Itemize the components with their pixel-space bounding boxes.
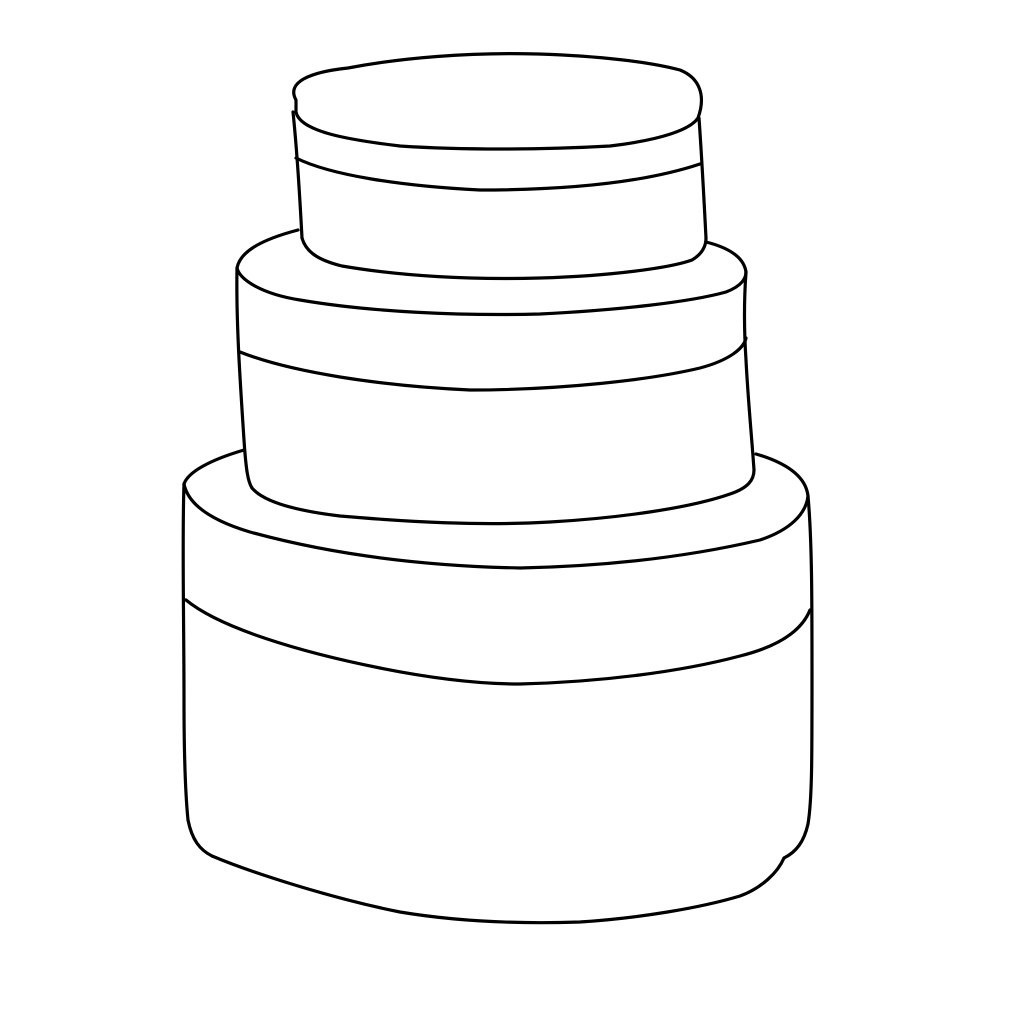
top-tier-left-side [291, 110, 304, 240]
middle-tier-bottom-curve [250, 468, 756, 526]
bottom-tier-lid-left [182, 448, 246, 486]
top-tier-band-line [294, 156, 702, 192]
bottom-tier [181, 448, 814, 925]
bottom-tier-lid-front [182, 482, 810, 570]
bottom-tier-lid-right [754, 452, 810, 498]
bottom-tier-base-curve [210, 854, 786, 925]
middle-tier [235, 228, 756, 526]
middle-tier-band-line [238, 336, 748, 392]
middle-tier-lid-right [704, 240, 748, 274]
bottom-tier-band-line [184, 598, 812, 686]
bottom-tier-right-side [782, 494, 814, 860]
top-tier [291, 52, 708, 281]
bottom-tier-left-side [181, 482, 214, 858]
top-tier-lid-ellipse [292, 52, 703, 151]
middle-tier-left-side [235, 266, 254, 490]
middle-tier-lid-left [235, 228, 300, 270]
middle-tier-lid-front [235, 266, 748, 317]
top-tier-bottom-curve [300, 236, 708, 281]
middle-tier-right-side [742, 270, 756, 472]
top-tier-right-side [697, 116, 708, 240]
